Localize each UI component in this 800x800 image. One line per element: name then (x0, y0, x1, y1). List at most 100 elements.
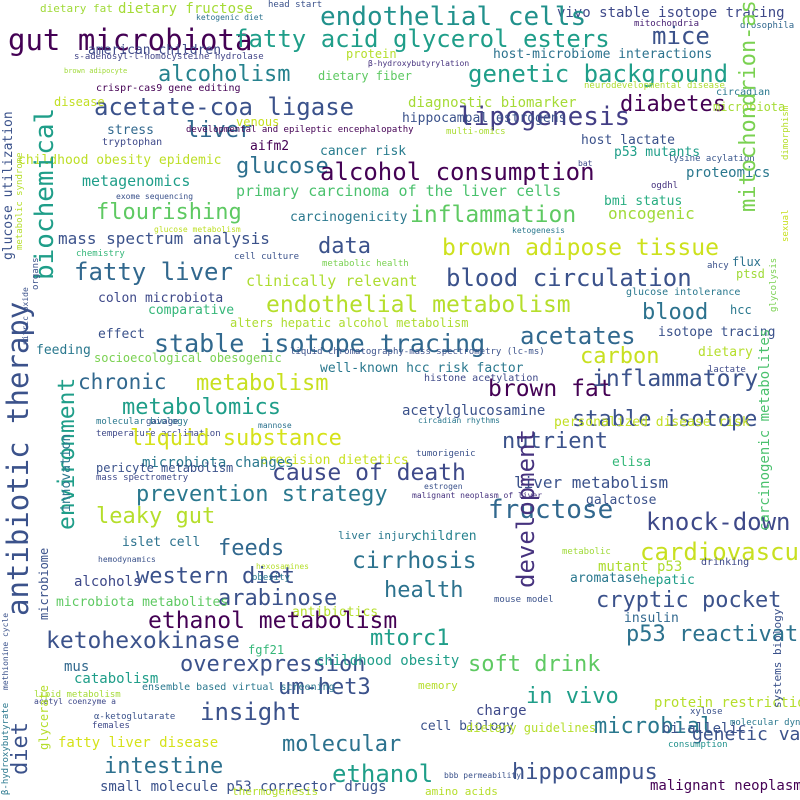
word: s-adenosyl-l-homocysteine hydrolase (74, 52, 264, 62)
word-vertical: glycolysis (769, 257, 779, 312)
word: exome sequencing (116, 192, 194, 201)
word: liquid chromatography-mass spectrometry … (290, 347, 545, 357)
word: dietary (698, 345, 753, 360)
word: ptsd (736, 267, 765, 281)
word: tryptophan (102, 137, 163, 148)
word: childhood obesity epidemic (18, 153, 222, 168)
word: american children (88, 43, 222, 58)
word: colon microbiota (98, 291, 224, 306)
word: cause of death (272, 460, 466, 486)
word: α-ketoglutarate (94, 712, 176, 722)
word-vertical: microbiome (37, 547, 51, 620)
word: ethanol (332, 760, 434, 788)
word: chemistry (76, 249, 125, 259)
word: mass spectrometry (96, 473, 189, 483)
word: ethanol metabolism (148, 608, 398, 634)
word-vertical: nitric oxide (21, 287, 30, 345)
word: vivo stable isotope tracing (557, 5, 785, 21)
word: memory (418, 679, 458, 692)
word-vertical: dimorphism (781, 105, 791, 160)
word: drosophila (740, 21, 795, 31)
word: ketohexokinase (46, 628, 240, 654)
word: islet cell (122, 535, 201, 550)
word: bmi status (604, 194, 683, 209)
word: brown adipocyte (64, 67, 128, 75)
word: glucose intolerance (626, 287, 741, 298)
word: antibiotics (292, 605, 379, 620)
word: um-het3 (278, 675, 371, 700)
word: p53 mutants (614, 145, 701, 160)
word: inflammation (410, 202, 577, 228)
word: hexosamines (256, 562, 309, 571)
word: genetic variation (692, 724, 800, 745)
word: genetic background (468, 60, 729, 88)
word: endothelial metabolism (266, 292, 571, 318)
word: microbial (594, 714, 714, 739)
word: diagnostic biomarker (408, 95, 577, 111)
word: flux (732, 255, 761, 269)
word: hepatic (640, 573, 695, 588)
word: mass spectrum analysis (58, 229, 270, 248)
word: small molecule p53 corrector drugs (100, 779, 387, 795)
word: metabolomics (122, 395, 281, 420)
word: lysine acylation (668, 154, 755, 164)
word: well-known hcc risk factor (320, 361, 524, 376)
word-vertical: carcinogenic metabolites (757, 328, 773, 531)
word: prevention strategy (136, 482, 388, 507)
word-vertical: development (512, 429, 540, 588)
word: circadian (716, 87, 771, 98)
word: western diet (136, 564, 295, 589)
word-vertical: innovation (59, 433, 74, 512)
word: chronic (78, 370, 167, 394)
word: lactate (708, 365, 746, 375)
word: thermogenesis (232, 785, 319, 798)
word: oncogenic (608, 204, 695, 223)
word: childhood obesity (316, 653, 460, 669)
word: acetylglucosamine (402, 403, 546, 419)
word: microbiota changes (142, 455, 294, 471)
word: cell culture (234, 252, 300, 262)
word: catabolism (74, 671, 159, 687)
word: acetates (520, 322, 636, 350)
word-vertical: metabolic syndrome (15, 152, 25, 250)
word: cell biology (420, 719, 514, 734)
word: fatty liver (74, 258, 233, 286)
word: neurodevelopmental disease (584, 81, 725, 91)
word: β-hydroxybutyrylation (368, 59, 470, 68)
word: insulin (624, 611, 679, 626)
word: isotope tracing (658, 325, 776, 340)
word: alcoholism (158, 62, 291, 87)
word: molecular dynamics simulations (730, 718, 800, 728)
word-vertical: glycerate (37, 684, 51, 750)
word: cancer risk (320, 144, 407, 159)
word: diabetes (620, 92, 726, 117)
word: hippocampal estrogens (402, 111, 567, 126)
word: mtorc1 (370, 626, 450, 651)
word: data (318, 234, 371, 259)
word: disease (54, 95, 105, 109)
word: malignant neoplasm of liver (412, 491, 543, 500)
word: ketogenic diet (196, 13, 264, 22)
word: effect (98, 327, 145, 342)
word: charge (476, 703, 527, 719)
word: acetyl coenzyme a (34, 697, 116, 706)
word: stress (107, 123, 154, 138)
word: health (384, 578, 464, 603)
word: ketogenesis (512, 226, 565, 235)
word: developmental and epileptic encephalopat… (186, 125, 414, 135)
word: ogdhl (651, 181, 679, 191)
word: amino acids (425, 785, 498, 798)
word: metagenomics (82, 172, 191, 190)
word: mice (652, 22, 710, 50)
word: fructose (488, 495, 614, 525)
word: feeds (218, 536, 285, 561)
word: glucose (236, 154, 329, 179)
word: overexpression (180, 652, 366, 677)
word: carcinogenicity (290, 210, 408, 225)
word: malignant neoplasms (650, 778, 800, 794)
word: liver metabolism (514, 473, 669, 492)
word: stable isotope (572, 407, 758, 432)
word: clinically relevant (246, 272, 418, 290)
word: carbon (580, 344, 660, 369)
